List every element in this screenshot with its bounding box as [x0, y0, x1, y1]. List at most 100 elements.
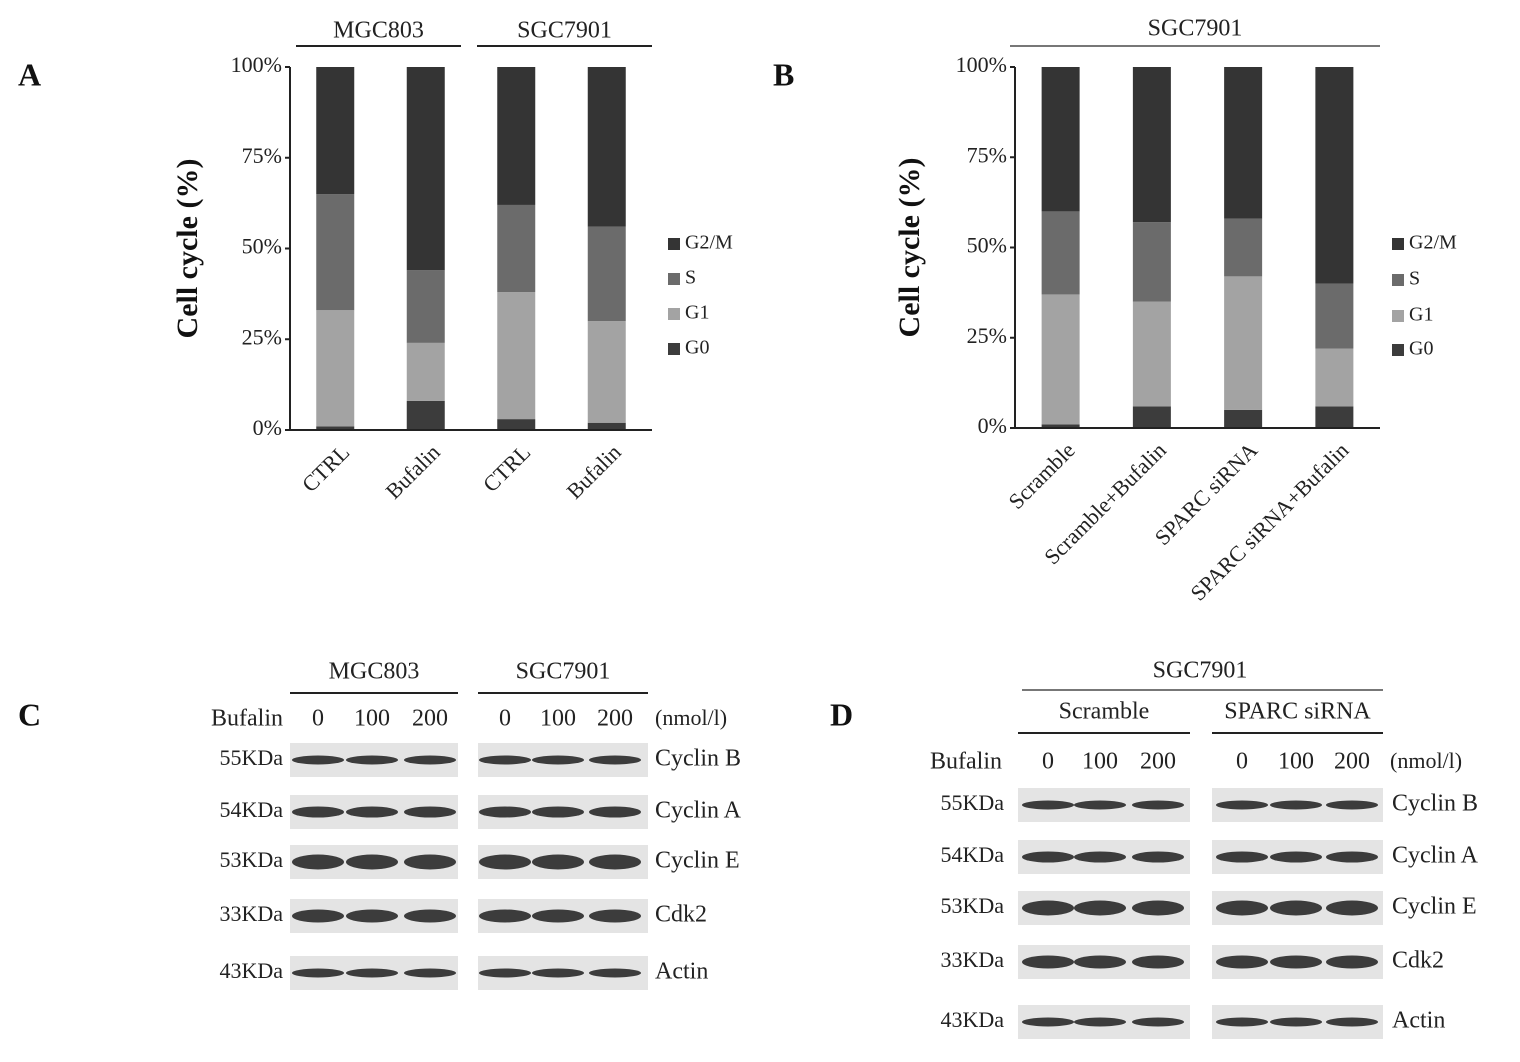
bar-segment [497, 204, 536, 293]
blot-band [1326, 955, 1378, 969]
blot-band [1216, 851, 1268, 863]
bar-segment [316, 426, 355, 430]
blot-band [292, 968, 344, 978]
bar-segment [406, 67, 445, 271]
blot-band [1132, 1017, 1184, 1027]
group-label: SPARC siRNA [1224, 699, 1371, 725]
legend-label: G0 [1409, 338, 1433, 360]
size-label: 43KDa [219, 958, 283, 983]
legend-label: G1 [1409, 304, 1433, 326]
unit-label: (nmol/l) [1390, 748, 1462, 773]
blot-title: SGC7901 [1153, 658, 1248, 684]
bar-segment [1041, 67, 1080, 212]
size-label: 54KDa [940, 842, 1004, 867]
bar-segment [1315, 283, 1354, 349]
blot-band [346, 854, 398, 870]
bar-segment [406, 270, 445, 343]
bar-segment [587, 422, 626, 430]
bar-segment [497, 67, 536, 205]
blot-band [1022, 800, 1074, 810]
lane-label: 200 [597, 706, 633, 732]
legend-swatch [1392, 344, 1404, 356]
legend-label: S [1409, 268, 1420, 290]
size-label: 55KDa [940, 790, 1004, 815]
bar-segment [1224, 409, 1263, 428]
lane-label: 0 [499, 706, 511, 732]
blot-band [292, 755, 344, 765]
lane-label: 100 [1278, 749, 1314, 775]
x-tick-label: Scramble [1003, 437, 1079, 513]
blot-band [346, 806, 398, 818]
legend-swatch [1392, 310, 1404, 322]
lane-label: 100 [1082, 749, 1118, 775]
size-label: 33KDa [219, 901, 283, 926]
size-label: 43KDa [940, 1007, 1004, 1032]
bar-segment [1041, 294, 1080, 425]
lane-label: 0 [1236, 749, 1248, 775]
x-tick-label: CTRL [478, 439, 535, 496]
protein-label: Cyclin A [655, 798, 742, 824]
blot-band [1216, 955, 1268, 969]
bar-segment [587, 67, 626, 227]
bar-segment [497, 292, 536, 420]
blot-band [1326, 900, 1378, 916]
panel-letter: C [18, 696, 41, 732]
blot-band [532, 968, 584, 978]
legend-swatch [668, 238, 680, 250]
blot-band [532, 806, 584, 818]
bar-segment [316, 194, 355, 311]
bar-segment [1041, 424, 1080, 428]
blot-band [1132, 851, 1184, 863]
protein-label: Cyclin B [1392, 791, 1478, 817]
blot-band [479, 806, 531, 818]
blot-band [346, 968, 398, 978]
bar-segment [1315, 348, 1354, 407]
blot-band [1270, 955, 1322, 969]
blot-band [1022, 851, 1074, 863]
blot-band [589, 806, 641, 818]
size-label: 53KDa [940, 893, 1004, 918]
bar-segment [1041, 211, 1080, 295]
blot-band [346, 909, 398, 923]
bar-segment [316, 67, 355, 195]
y-tick-label: 25% [242, 324, 282, 349]
bar-segment [1224, 218, 1263, 277]
blot-band [1326, 800, 1378, 810]
x-tick-label: Bufalin [381, 439, 445, 503]
group-label: SGC7901 [516, 659, 611, 685]
blot-band [1216, 800, 1268, 810]
bar-segment [1132, 406, 1171, 428]
bar-segment [1132, 301, 1171, 407]
blot-band [1074, 800, 1126, 810]
blot-band [1022, 955, 1074, 969]
blot-band [1074, 1017, 1126, 1027]
y-tick-label: 75% [242, 143, 282, 168]
protein-label: Cyclin E [1392, 894, 1477, 920]
lane-label: 100 [540, 706, 576, 732]
unit-label: (nmol/l) [655, 705, 727, 730]
legend-swatch [1392, 274, 1404, 286]
blot-band [479, 755, 531, 765]
size-label: 55KDa [219, 745, 283, 770]
lane-label: 200 [1334, 749, 1370, 775]
legend-label: G0 [685, 337, 709, 359]
blot-band [1132, 955, 1184, 969]
group-label: SGC7901 [517, 18, 612, 44]
blot-band [404, 806, 456, 818]
legend-swatch [668, 273, 680, 285]
blot-band [1132, 800, 1184, 810]
legend-swatch [668, 343, 680, 355]
bar-segment [587, 226, 626, 322]
bar-segment [1132, 222, 1171, 302]
y-axis-label: Cell cycle (%) [893, 158, 926, 338]
y-tick-label: 25% [967, 323, 1007, 348]
blot-band [292, 806, 344, 818]
bar-segment [587, 321, 626, 423]
bar-segment [497, 419, 536, 430]
bar-segment [316, 310, 355, 427]
blot-band [479, 854, 531, 870]
size-label: 33KDa [940, 947, 1004, 972]
blot-band [1022, 1017, 1074, 1027]
panel-letter: D [830, 696, 853, 732]
y-tick-label: 0% [253, 415, 282, 440]
